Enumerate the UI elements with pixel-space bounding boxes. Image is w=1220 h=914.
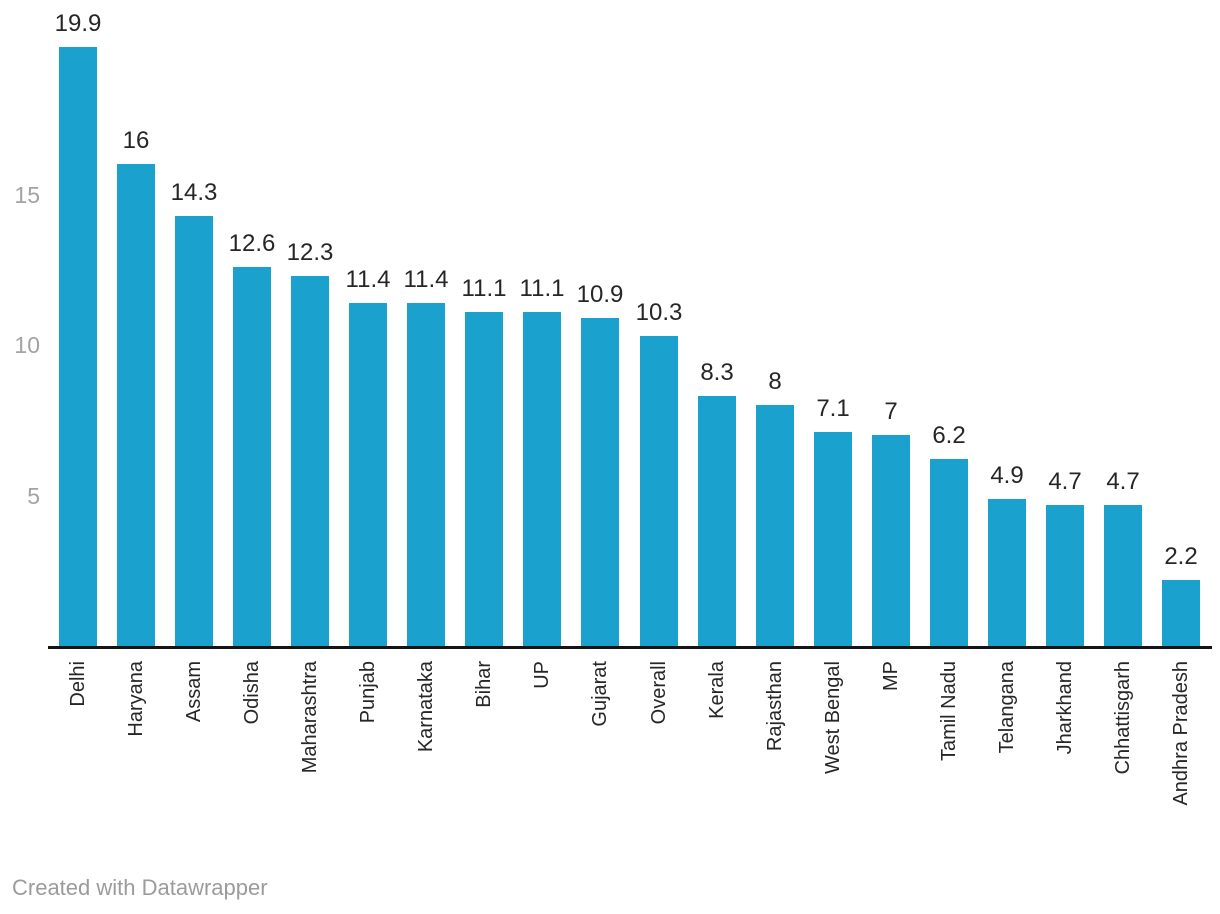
value-label-kerala: 8.3 — [700, 359, 734, 386]
y-axis-tick-label: 5 — [27, 482, 40, 509]
bar-chhattisgarh — [1104, 505, 1142, 646]
bar-kerala — [698, 396, 736, 646]
value-label-up: 11.1 — [519, 275, 565, 302]
category-label-tamil-nadu: Tamil Nadu — [938, 661, 960, 762]
value-label-gujarat: 10.9 — [576, 281, 624, 308]
bar-andhra-pradesh — [1162, 580, 1200, 646]
y-axis-tick-label: 15 — [14, 181, 40, 208]
category-label-chhattisgarh: Chhattisgarh — [1112, 661, 1134, 775]
y-axis-tick-label: 10 — [14, 332, 40, 358]
bar-telangana — [988, 499, 1026, 646]
category-label-mp: MP — [880, 661, 902, 691]
bar-karnataka — [407, 303, 445, 646]
category-label-west-bengal: West Bengal — [822, 661, 844, 775]
value-label-andhra-pradesh: 2.2 — [1164, 543, 1198, 570]
value-label-telangana: 4.9 — [990, 462, 1024, 489]
bar-up — [523, 312, 561, 646]
bar-maharashtra — [291, 276, 329, 646]
value-label-tamil-nadu: 6.2 — [932, 422, 966, 449]
category-label-delhi: Delhi — [67, 661, 89, 707]
value-label-west-bengal: 7.1 — [816, 395, 850, 422]
category-label-kerala: Kerala — [706, 661, 728, 719]
value-label-punjab: 11.4 — [345, 266, 391, 293]
bar-odisha — [233, 267, 271, 646]
bar-delhi — [59, 47, 97, 646]
datawrapper-credit[interactable]: Created with Datawrapper — [12, 875, 268, 900]
bar-haryana — [117, 164, 155, 646]
category-label-andhra-pradesh: Andhra Pradesh — [1170, 661, 1192, 806]
bar-west-bengal — [814, 432, 852, 646]
value-label-odisha: 12.6 — [228, 230, 276, 257]
bar-overall — [640, 336, 678, 646]
bar-bihar — [465, 312, 503, 646]
value-label-jharkhand: 4.7 — [1048, 468, 1082, 495]
bar-rajasthan — [756, 405, 794, 646]
category-label-maharashtra: Maharashtra — [299, 661, 321, 774]
value-label-mp: 7 — [884, 398, 898, 425]
category-label-rajasthan: Rajasthan — [764, 661, 786, 752]
bar-mp — [872, 435, 910, 646]
value-label-maharashtra: 12.3 — [286, 239, 334, 266]
value-label-assam: 14.3 — [170, 179, 218, 206]
bar-gujarat — [581, 318, 619, 646]
value-label-overall: 10.3 — [635, 299, 683, 326]
value-label-haryana: 16 — [122, 127, 150, 154]
bar-tamil-nadu — [930, 459, 968, 646]
bar-jharkhand — [1046, 505, 1084, 646]
bar-punjab — [349, 303, 387, 646]
category-label-haryana: Haryana — [125, 661, 147, 737]
category-label-assam: Assam — [183, 661, 205, 723]
category-label-jharkhand: Jharkhand — [1054, 661, 1076, 755]
value-label-bihar: 11.1 — [461, 275, 507, 302]
category-label-bihar: Bihar — [473, 661, 495, 708]
value-label-delhi: 19.9 — [54, 10, 102, 37]
category-label-odisha: Odisha — [241, 661, 263, 725]
x-axis-line — [48, 646, 1212, 649]
category-label-up: UP — [531, 661, 553, 689]
value-label-karnataka: 11.4 — [403, 266, 449, 293]
bar-assam — [175, 216, 213, 646]
category-label-overall: Overall — [648, 661, 670, 725]
category-label-punjab: Punjab — [357, 661, 379, 724]
value-label-chhattisgarh: 4.7 — [1106, 468, 1140, 495]
category-label-karnataka: Karnataka — [415, 661, 437, 753]
value-label-rajasthan: 8 — [768, 368, 782, 395]
category-label-gujarat: Gujarat — [589, 661, 611, 727]
category-label-telangana: Telangana — [996, 661, 1018, 754]
